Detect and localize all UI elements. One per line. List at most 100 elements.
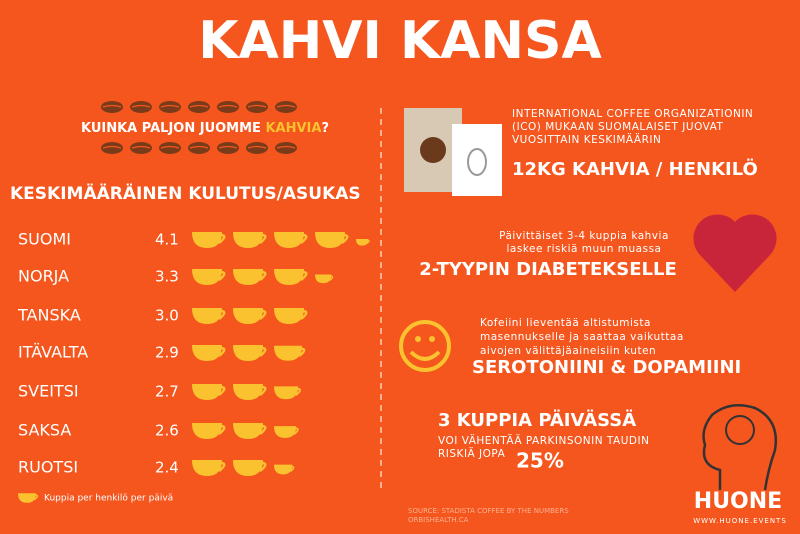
country: SVEITSI — [18, 382, 79, 401]
question-text: KUINKA PALJON JUOMME — [81, 121, 265, 136]
country: RUOTSI — [18, 458, 78, 477]
fact-text: RISKIÄ JOPA — [438, 447, 506, 460]
coffee-bean — [101, 142, 123, 154]
cup-body — [274, 269, 304, 285]
cup — [192, 269, 226, 285]
cup-handle — [218, 309, 226, 320]
coffee-bean — [246, 142, 268, 154]
bean-line — [218, 145, 238, 149]
coffee-bags-icon — [404, 108, 502, 196]
cup — [233, 232, 267, 248]
title: KAHVI KANSA — [198, 11, 602, 71]
cup — [233, 423, 267, 439]
cup-handle — [218, 233, 226, 244]
cup-body — [192, 345, 222, 361]
question-mark: ? — [321, 121, 329, 136]
cup-handle — [366, 239, 370, 244]
cup-body — [233, 308, 263, 324]
coffee-bean — [217, 101, 239, 113]
cup — [192, 423, 226, 439]
question: KUINKA PALJON JUOMME KAHVIA? — [81, 121, 329, 136]
fact-headline: 3 KUPPIA PÄIVÄSSÄ — [438, 409, 636, 431]
cup-body — [192, 269, 222, 285]
cup-handle — [300, 233, 308, 244]
coffee-bean — [130, 142, 152, 154]
bean-line — [131, 104, 151, 108]
bean-line — [247, 145, 267, 149]
cup-handle — [259, 270, 267, 281]
cup — [233, 269, 267, 285]
question-highlight: KAHVIA — [265, 121, 321, 136]
fact-text: VOI VÄHENTÄÄ PARKINSONIN TAUDIN — [438, 434, 649, 447]
cup-handle — [259, 309, 267, 320]
cup — [233, 308, 267, 324]
cup-body — [192, 308, 222, 324]
bean-line — [160, 145, 180, 149]
cup — [315, 274, 334, 284]
cup-handle — [218, 270, 226, 281]
bean-line — [102, 145, 122, 149]
fact-headline: 2-TYYPIN DIABETEKSELLE — [419, 259, 677, 280]
cup-handle — [218, 385, 226, 396]
value-label: 3.3 — [155, 268, 179, 286]
fact-text: VUOSITTAIN KESKIMÄÄRIN — [512, 133, 661, 146]
cup-handle — [300, 309, 308, 320]
cup — [233, 384, 267, 400]
cup-handle — [300, 270, 308, 281]
brain-icon — [725, 415, 755, 445]
cup — [192, 345, 226, 361]
fact-headline: 12KG KAHVIA / HENKILÖ — [512, 158, 758, 180]
value-label: 4.1 — [155, 231, 179, 249]
cup-handle — [329, 275, 334, 281]
cup — [192, 308, 226, 324]
bean-line — [102, 104, 122, 108]
cup-handle — [293, 427, 299, 435]
country: ITÄVALTA — [18, 343, 88, 362]
cup-handle — [218, 424, 226, 435]
cup — [274, 269, 308, 285]
cup-body — [18, 493, 36, 503]
cup-body — [233, 345, 263, 361]
coffee-bean — [101, 101, 123, 113]
cup — [315, 232, 349, 248]
cup-body — [274, 232, 304, 248]
smiley-icon — [399, 320, 451, 372]
logo-url: WWW.HUONE.EVENTS — [693, 517, 787, 525]
cup — [274, 232, 308, 248]
fact-text: masennukselle ja saattaa vaikuttaa — [480, 331, 684, 343]
cup — [274, 386, 301, 400]
bean-line — [131, 145, 151, 149]
coffee-bean — [246, 101, 268, 113]
cup-handle — [259, 385, 267, 396]
cup-body — [274, 386, 299, 400]
cup — [274, 426, 299, 438]
smiley-eye — [415, 336, 421, 342]
coffee-bean — [159, 142, 181, 154]
source: ORBISHEALTH.CA — [408, 516, 469, 524]
coffee-bean — [130, 101, 152, 113]
fact-text: aivojen välittäjäaineisiin kuten — [480, 345, 656, 357]
country: SAKSA — [18, 421, 71, 440]
bean-line — [247, 104, 267, 108]
cup-handle — [295, 387, 301, 396]
cup-body — [274, 464, 293, 475]
cup — [192, 384, 226, 400]
source: SOURCE: STADISTA COFFEE BY THE NUMBERS — [408, 507, 569, 515]
cup-body — [315, 274, 332, 284]
fact-percent: 25% — [516, 449, 564, 473]
cup-handle — [259, 346, 267, 357]
bean-line — [189, 145, 209, 149]
fact-text: Päivittäiset 3-4 kuppia kahvia — [499, 230, 669, 242]
legend-text: Kuppia per henkilö per päivä — [44, 494, 173, 504]
logo: HUONE — [694, 489, 782, 514]
cup-body — [233, 269, 263, 285]
country: TANSKA — [17, 306, 81, 325]
cup-body — [274, 308, 304, 324]
logo-bg — [690, 492, 790, 522]
cup-body — [192, 460, 222, 476]
bean-line — [276, 104, 296, 108]
cup-handle — [218, 346, 226, 357]
fact-headline: SEROTONIINI & DOPAMIINI — [472, 357, 741, 378]
